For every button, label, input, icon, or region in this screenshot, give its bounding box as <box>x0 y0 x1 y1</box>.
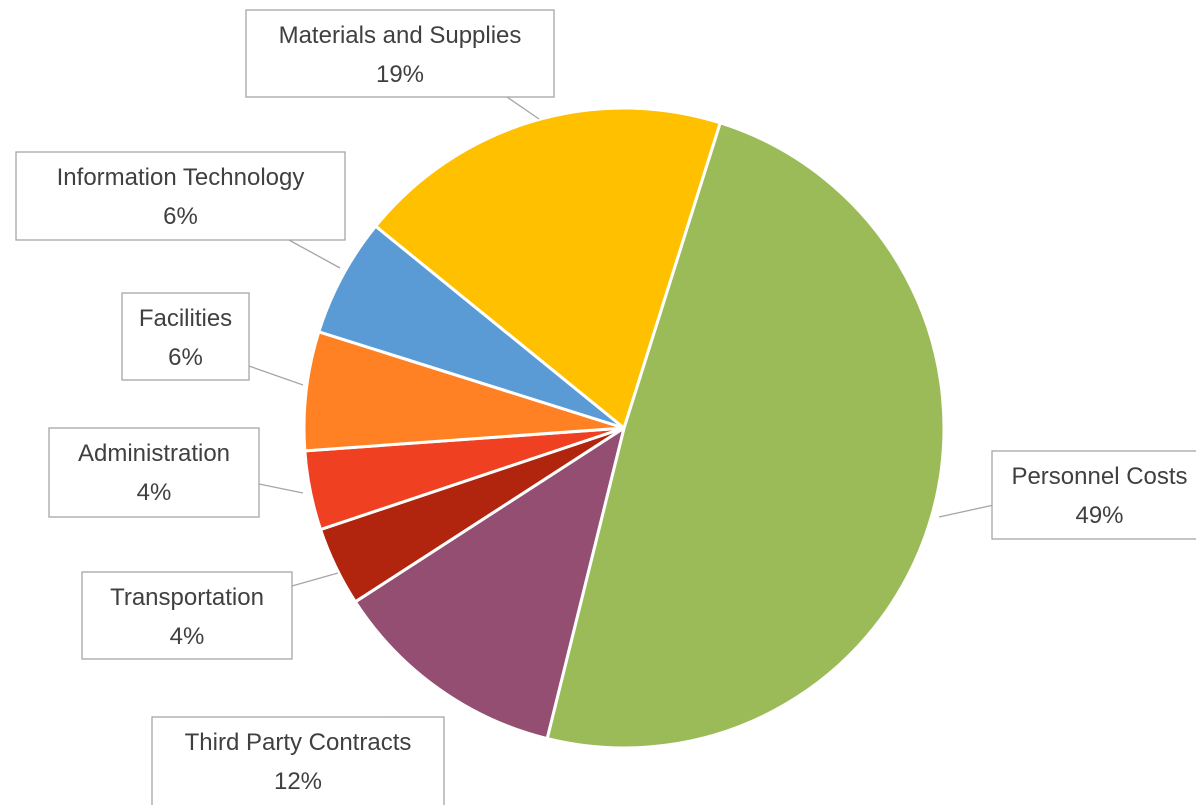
leader-line <box>258 483 304 494</box>
callout-box <box>15 151 346 241</box>
data-label-third-party-contracts: Third Party Contracts 12% <box>151 716 445 805</box>
callout-box <box>245 9 555 98</box>
pie-slice-facilities <box>302 329 625 453</box>
callout-box <box>151 716 445 805</box>
callout-box <box>991 450 1196 540</box>
leader-line <box>291 572 339 587</box>
slice-label: Facilities <box>139 305 232 332</box>
data-label-personnel-costs: Personnel Costs 49% <box>938 450 1196 540</box>
slice-percent: 6% <box>168 344 203 371</box>
pie-slice-information-technology <box>316 224 625 430</box>
data-label-facilities: Facilities 6% <box>121 292 304 386</box>
leader-line <box>506 96 540 120</box>
slice-percent: 4% <box>137 479 172 506</box>
data-label-callouts: Personnel Costs 49% Third Party Contracts 1… <box>15 9 1196 805</box>
pie-slices <box>302 106 946 750</box>
leader-line <box>248 365 304 386</box>
slice-percent: 49% <box>1075 502 1123 529</box>
pie-slice-personnel-costs <box>545 120 946 750</box>
callout-box <box>48 427 260 518</box>
slice-percent: 6% <box>163 203 198 230</box>
slice-label: Information Technology <box>57 164 305 191</box>
slice-label: Materials and Supplies <box>279 22 522 49</box>
data-label-materials-and-supplies: Materials and Supplies 19% <box>245 9 555 120</box>
data-label-information-technology: Information Technology 6% <box>15 151 346 269</box>
slice-percent: 19% <box>376 61 424 88</box>
callout-box <box>81 571 293 660</box>
pie-slice-materials-and-supplies <box>373 106 723 431</box>
data-label-transportation: Transportation 4% <box>81 571 339 660</box>
leader-line <box>288 239 341 269</box>
data-label-administration: Administration 4% <box>48 427 304 518</box>
pie-slice-third-party-contracts <box>353 424 627 741</box>
slice-label: Administration <box>78 440 230 467</box>
slice-percent: 4% <box>170 623 205 650</box>
callout-box <box>121 292 250 381</box>
slice-label: Third Party Contracts <box>185 729 412 756</box>
slice-label: Transportation <box>110 584 264 611</box>
slice-percent: 12% <box>274 768 322 795</box>
slice-label: Personnel Costs <box>1011 463 1187 490</box>
